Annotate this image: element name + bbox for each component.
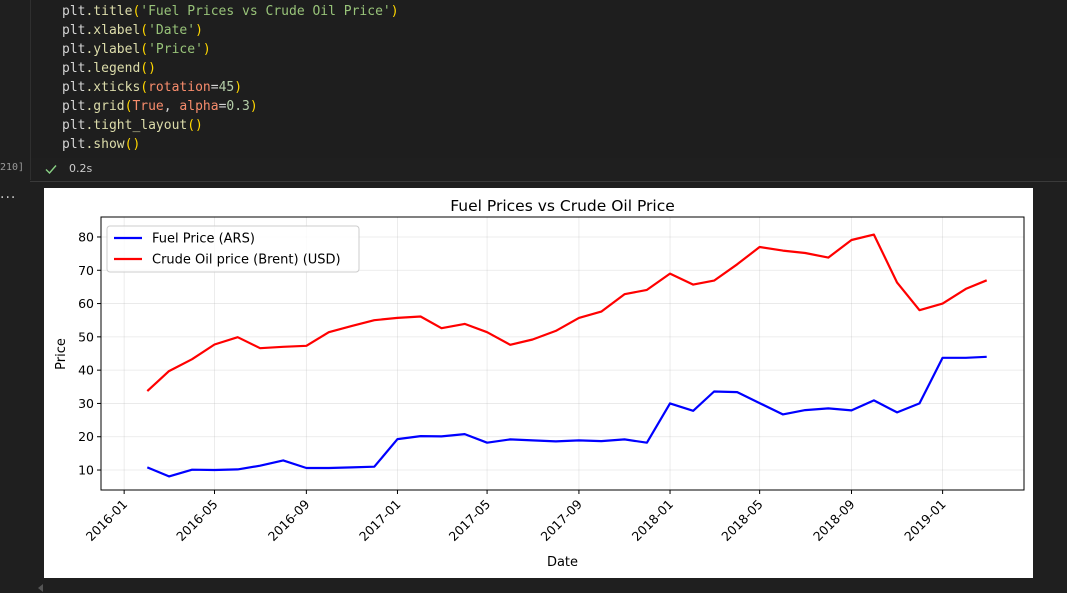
x-tick-label: 2016-01 bbox=[83, 497, 131, 545]
code-token: plt bbox=[62, 80, 86, 95]
code-token: ( bbox=[140, 42, 149, 57]
series-line-1 bbox=[146, 355, 987, 478]
code-line: plt.show() bbox=[62, 135, 140, 154]
legend-box bbox=[106, 225, 360, 273]
y-tick-label: 40 bbox=[78, 363, 94, 378]
y-tick-label: 70 bbox=[78, 263, 94, 278]
code-token: 45 bbox=[218, 80, 235, 95]
code-token: 0.3 bbox=[226, 99, 250, 114]
code-token: plt bbox=[62, 42, 86, 57]
code-token: , bbox=[163, 99, 180, 114]
code-line: plt.tight_layout() bbox=[62, 116, 203, 135]
x-tick-label: 2017-05 bbox=[446, 497, 494, 545]
code-token: ( bbox=[140, 23, 149, 38]
x-tick-label: 2016-09 bbox=[265, 496, 313, 544]
code-token: True bbox=[132, 99, 164, 114]
code-token: () bbox=[187, 118, 203, 133]
code-token: 'Date' bbox=[148, 23, 196, 38]
output-menu-button[interactable]: ... bbox=[0, 186, 17, 202]
code-token: ) bbox=[202, 42, 211, 57]
code-token: alpha bbox=[179, 99, 219, 114]
notebook-gutter bbox=[0, 0, 30, 593]
code-token: ) bbox=[234, 80, 243, 95]
legend-label: Crude Oil price (Brent) (USD) bbox=[152, 253, 341, 268]
code-line: plt.title('Fuel Prices vs Crude Oil Pric… bbox=[62, 2, 399, 21]
code-token: () bbox=[124, 137, 141, 152]
cell-border bbox=[30, 0, 31, 180]
code-line: plt.xticks(rotation=45) bbox=[62, 78, 242, 97]
y-tick-label: 30 bbox=[78, 396, 94, 411]
code-editor[interactable] bbox=[31, 0, 1067, 158]
x-axis: 2016-01 2016-05 2016-09 2017-01 2017-05 2017-… bbox=[83, 490, 949, 544]
x-tick-label: 2019-01 bbox=[901, 497, 949, 545]
plot-area bbox=[100, 216, 1025, 491]
execution-time: 0.2s bbox=[69, 162, 93, 175]
chart-figure: 10 20 30 40 50 60 70 80 2016-01 2016-05 2016-09 20… bbox=[44, 188, 1033, 578]
code-token: ( bbox=[132, 4, 141, 19]
scroll-left-arrow[interactable] bbox=[38, 584, 43, 592]
code-token: plt bbox=[62, 23, 86, 38]
y-tick-label: 20 bbox=[78, 429, 94, 444]
code-token: 'Fuel Prices vs Crude Oil Price' bbox=[140, 4, 391, 19]
code-token: () bbox=[140, 61, 156, 76]
code-token: = bbox=[210, 80, 219, 95]
code-token: .title bbox=[85, 4, 133, 19]
code-token: ( bbox=[140, 80, 149, 95]
execution-count: 210] bbox=[0, 162, 25, 173]
y-tick-label: 80 bbox=[78, 229, 94, 244]
code-token: .xlabel bbox=[85, 23, 141, 38]
code-token: plt bbox=[62, 99, 86, 114]
code-token: .grid bbox=[85, 99, 125, 114]
code-token: plt bbox=[62, 61, 86, 76]
y-axis-label: Price bbox=[54, 338, 69, 370]
code-token: .legend bbox=[85, 61, 141, 76]
code-token: plt bbox=[62, 137, 86, 152]
x-tick-label: 2017-09 bbox=[538, 496, 586, 544]
code-line: plt.legend() bbox=[62, 59, 156, 78]
x-tick-label: 2017-01 bbox=[356, 497, 404, 545]
code-line: plt.ylabel('Price') bbox=[62, 40, 211, 59]
y-axis: 10 20 30 40 50 60 70 80 bbox=[78, 229, 101, 478]
code-token: ( bbox=[124, 99, 133, 114]
x-tick-label: 2018-09 bbox=[810, 496, 858, 544]
check-icon bbox=[45, 165, 57, 175]
series-line-2 bbox=[146, 233, 988, 392]
y-tick-label: 10 bbox=[78, 463, 94, 478]
code-token: .ylabel bbox=[85, 42, 141, 57]
code-token: .show bbox=[85, 137, 125, 152]
code-line: plt.xlabel('Date') bbox=[62, 21, 203, 40]
code-token: plt bbox=[62, 4, 86, 19]
code-token: plt bbox=[62, 118, 86, 133]
x-axis-label: Date bbox=[547, 555, 578, 570]
legend-label: Fuel Price (ARS) bbox=[152, 232, 255, 247]
code-token: .tight_layout bbox=[85, 118, 188, 133]
series-layer bbox=[146, 233, 988, 478]
legend: Fuel Price (ARS) Crude Oil price (Brent) … bbox=[106, 225, 360, 273]
cell-divider bbox=[30, 181, 1067, 182]
code-line: plt.grid(True, alpha=0.3) bbox=[62, 97, 258, 116]
code-token: = bbox=[218, 99, 227, 114]
code-token: ) bbox=[249, 99, 258, 114]
code-token: .xticks bbox=[85, 80, 141, 95]
y-tick-label: 50 bbox=[78, 329, 94, 344]
code-token: rotation bbox=[148, 80, 211, 95]
x-tick-label: 2018-01 bbox=[629, 497, 677, 545]
x-tick-label: 2016-05 bbox=[173, 497, 221, 545]
chart-title: Fuel Prices vs Crude Oil Price bbox=[450, 197, 675, 215]
cell-status-row: 210] 0.2s bbox=[0, 158, 1067, 182]
code-token: 'Price' bbox=[148, 42, 203, 57]
code-token: ) bbox=[195, 23, 203, 38]
x-tick-label: 2018-05 bbox=[718, 497, 766, 545]
code-token: ) bbox=[390, 4, 399, 19]
y-tick-label: 60 bbox=[78, 296, 94, 311]
